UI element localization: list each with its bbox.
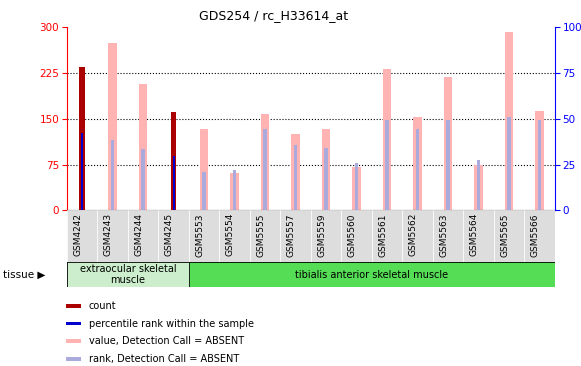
Bar: [128, 210, 158, 262]
Text: GSM5566: GSM5566: [530, 213, 540, 257]
Text: GSM4243: GSM4243: [103, 213, 113, 256]
Bar: [200, 129, 209, 210]
Bar: [263, 129, 267, 210]
Text: GDS254 / rc_H33614_at: GDS254 / rc_H33614_at: [199, 9, 347, 22]
Bar: [385, 120, 389, 210]
Bar: [202, 172, 206, 210]
Bar: [111, 140, 114, 210]
Bar: [291, 134, 300, 210]
Bar: [67, 262, 189, 287]
Text: rank, Detection Call = ABSENT: rank, Detection Call = ABSENT: [89, 354, 239, 364]
Text: value, Detection Call = ABSENT: value, Detection Call = ABSENT: [89, 336, 243, 346]
Bar: [158, 210, 189, 262]
Bar: [433, 210, 464, 262]
Bar: [324, 147, 328, 210]
Bar: [66, 357, 81, 361]
Bar: [173, 156, 175, 210]
Bar: [189, 210, 220, 262]
Bar: [402, 210, 433, 262]
Bar: [505, 32, 514, 210]
Bar: [446, 120, 450, 210]
Bar: [355, 163, 358, 210]
Bar: [413, 117, 422, 210]
Bar: [535, 111, 544, 210]
Bar: [372, 210, 403, 262]
Text: GSM4242: GSM4242: [73, 213, 82, 256]
Text: GSM4245: GSM4245: [164, 213, 174, 256]
Text: count: count: [89, 301, 116, 311]
Bar: [250, 210, 281, 262]
Bar: [139, 84, 148, 210]
Bar: [189, 262, 555, 287]
Bar: [538, 120, 541, 210]
Bar: [66, 322, 81, 325]
Text: percentile rank within the sample: percentile rank within the sample: [89, 318, 253, 329]
Bar: [66, 304, 81, 308]
Bar: [494, 210, 525, 262]
Bar: [261, 114, 270, 210]
Bar: [230, 173, 239, 210]
Bar: [416, 129, 419, 210]
Text: tibialis anterior skeletal muscle: tibialis anterior skeletal muscle: [295, 269, 449, 280]
Text: GSM5557: GSM5557: [286, 213, 296, 257]
Bar: [108, 43, 117, 210]
Bar: [464, 210, 494, 262]
Text: GSM5562: GSM5562: [408, 213, 418, 257]
Bar: [322, 129, 331, 210]
Bar: [233, 169, 236, 210]
Bar: [311, 210, 342, 262]
Text: GSM5554: GSM5554: [225, 213, 235, 257]
Bar: [383, 69, 392, 210]
Bar: [80, 67, 85, 210]
Text: GSM5564: GSM5564: [469, 213, 479, 257]
Bar: [66, 339, 81, 343]
Bar: [98, 210, 128, 262]
Text: GSM5561: GSM5561: [378, 213, 387, 257]
Bar: [477, 160, 480, 210]
Bar: [141, 149, 145, 210]
Bar: [67, 210, 98, 262]
Text: GSM5553: GSM5553: [195, 213, 204, 257]
Bar: [507, 117, 511, 210]
Bar: [444, 78, 453, 210]
Bar: [342, 210, 372, 262]
Text: GSM5560: GSM5560: [347, 213, 357, 257]
Bar: [352, 167, 361, 210]
Bar: [474, 165, 483, 210]
Text: extraocular skeletal
muscle: extraocular skeletal muscle: [80, 264, 176, 285]
Text: GSM4244: GSM4244: [134, 213, 143, 256]
Bar: [524, 210, 555, 262]
Bar: [81, 133, 83, 210]
Bar: [294, 145, 297, 210]
Bar: [280, 210, 311, 262]
Text: GSM5565: GSM5565: [500, 213, 509, 257]
Text: GSM5559: GSM5559: [317, 213, 326, 257]
Text: tissue ▶: tissue ▶: [3, 269, 45, 280]
Bar: [220, 210, 250, 262]
Text: GSM5563: GSM5563: [439, 213, 448, 257]
Bar: [171, 112, 176, 210]
Text: GSM5555: GSM5555: [256, 213, 265, 257]
